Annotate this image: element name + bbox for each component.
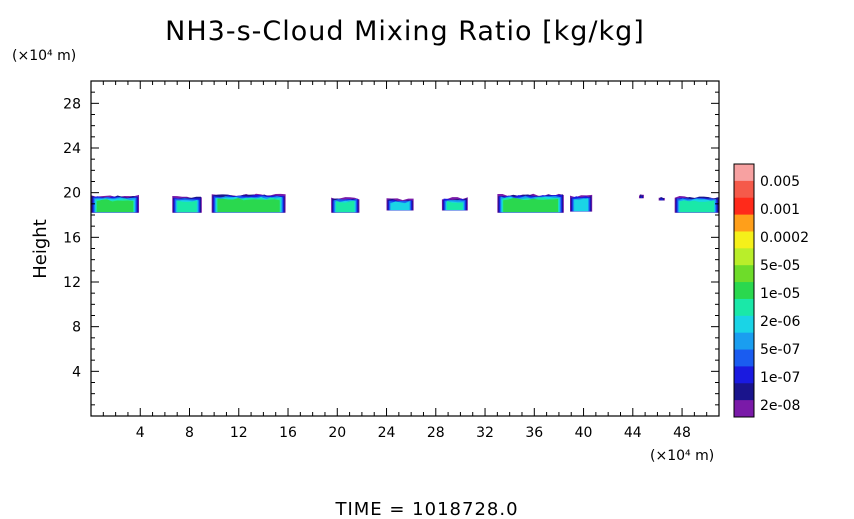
cloud-contour-7 xyxy=(96,199,134,212)
x-tick-label: 12 xyxy=(230,425,248,441)
x-tick-label: 36 xyxy=(525,425,543,441)
x-tick-label: 48 xyxy=(673,425,691,441)
x-tick-label: 28 xyxy=(427,425,445,441)
cloud-contour-8 xyxy=(336,200,355,213)
x-tick-label: 44 xyxy=(624,425,642,441)
y-tick-label: 20 xyxy=(63,186,81,202)
time-label: TIME = 1018728.0 xyxy=(334,499,518,519)
colorbar-swatch xyxy=(734,164,754,182)
cloud-patch xyxy=(386,198,414,211)
colorbar-label: 1e-07 xyxy=(760,370,800,386)
colorbar-label: 2e-06 xyxy=(760,314,800,330)
plot-frame xyxy=(90,80,720,417)
colorbar-label: 0.0002 xyxy=(760,230,809,246)
cloud-patch xyxy=(570,194,593,212)
colorbar-label: 0.001 xyxy=(760,202,800,218)
colorbar-swatch xyxy=(734,248,754,266)
colorbar-swatch xyxy=(734,231,754,249)
cloud-contour-8 xyxy=(679,200,714,213)
x-tick-label: 32 xyxy=(476,425,494,441)
x-tick-label: 20 xyxy=(328,425,346,441)
x-tick-label: 24 xyxy=(378,425,396,441)
cloud-patch xyxy=(441,197,468,211)
cloud-patch xyxy=(172,196,202,213)
colorbar-swatch xyxy=(734,298,754,317)
cloud-contour-7 xyxy=(503,198,558,212)
colorbar-label: 5e-05 xyxy=(760,258,800,274)
colorbar-label: 0.005 xyxy=(760,174,800,190)
cloud-patch xyxy=(658,197,665,201)
cloud-patch xyxy=(331,197,360,213)
colorbar-swatch xyxy=(734,282,754,300)
y-axis-title: Height xyxy=(30,219,51,279)
cloud-contour-8 xyxy=(446,200,463,210)
cloud-contour-8 xyxy=(177,200,197,213)
x-axis: 4 8 12 16 20 24 28 32 36 40 44 48 xyxy=(102,81,708,441)
cloud-contour-9 xyxy=(390,201,410,210)
x-tick-label: 40 xyxy=(575,425,593,441)
y-tick-label: 4 xyxy=(72,364,81,380)
cloud-patch xyxy=(638,194,644,199)
cloud-patch xyxy=(91,194,140,213)
cloud-patch xyxy=(211,193,286,213)
colorbar-swatch xyxy=(734,366,754,384)
y-tick-label: 8 xyxy=(72,320,81,336)
x-tick-label: 16 xyxy=(279,425,297,441)
colorbar-swatch xyxy=(734,180,754,199)
x-tick-label: 8 xyxy=(185,425,194,441)
chart-title: NH3-s-Cloud Mixing Ratio [kg/kg] xyxy=(165,16,645,47)
colorbar-label: 5e-07 xyxy=(760,342,800,358)
colorbar: 0.005 0.001 0.0002 5e-05 1e-05 2e-06 5e-07 1e-0… xyxy=(733,163,809,418)
colorbar-label: 2e-08 xyxy=(760,398,800,414)
cloud-contour-12 xyxy=(660,197,664,201)
y-tick-label: 12 xyxy=(63,275,81,291)
y-tick-label: 28 xyxy=(63,96,81,112)
colorbar-swatch xyxy=(734,400,754,418)
cloud-contour-7 xyxy=(217,198,280,212)
y-unit-label: (×10⁴ m) xyxy=(12,48,76,64)
x-tick-label: 4 xyxy=(136,425,145,441)
colorbar-frame xyxy=(733,163,755,418)
colorbar-swatch xyxy=(734,197,754,215)
colorbar-swatch xyxy=(734,315,754,334)
cloud-patch xyxy=(674,196,719,213)
cloud-patch xyxy=(497,193,564,213)
cloud-contour-12 xyxy=(640,195,643,199)
y-tick-label: 24 xyxy=(63,141,81,157)
y-tick-label: 16 xyxy=(63,230,81,246)
y-axis: 4 8 12 16 20 24 28 xyxy=(63,91,719,406)
colorbar-swatch xyxy=(734,383,754,401)
colorbar-swatch xyxy=(734,265,754,283)
cloud-layer xyxy=(91,193,719,213)
colorbar-swatch xyxy=(734,214,754,232)
colorbar-swatch xyxy=(734,332,754,350)
colorbar-swatch xyxy=(734,349,754,367)
x-unit-label: (×10⁴ m) xyxy=(650,448,714,464)
colorbar-label: 1e-05 xyxy=(760,286,800,302)
cloud-contour-9 xyxy=(574,198,588,212)
